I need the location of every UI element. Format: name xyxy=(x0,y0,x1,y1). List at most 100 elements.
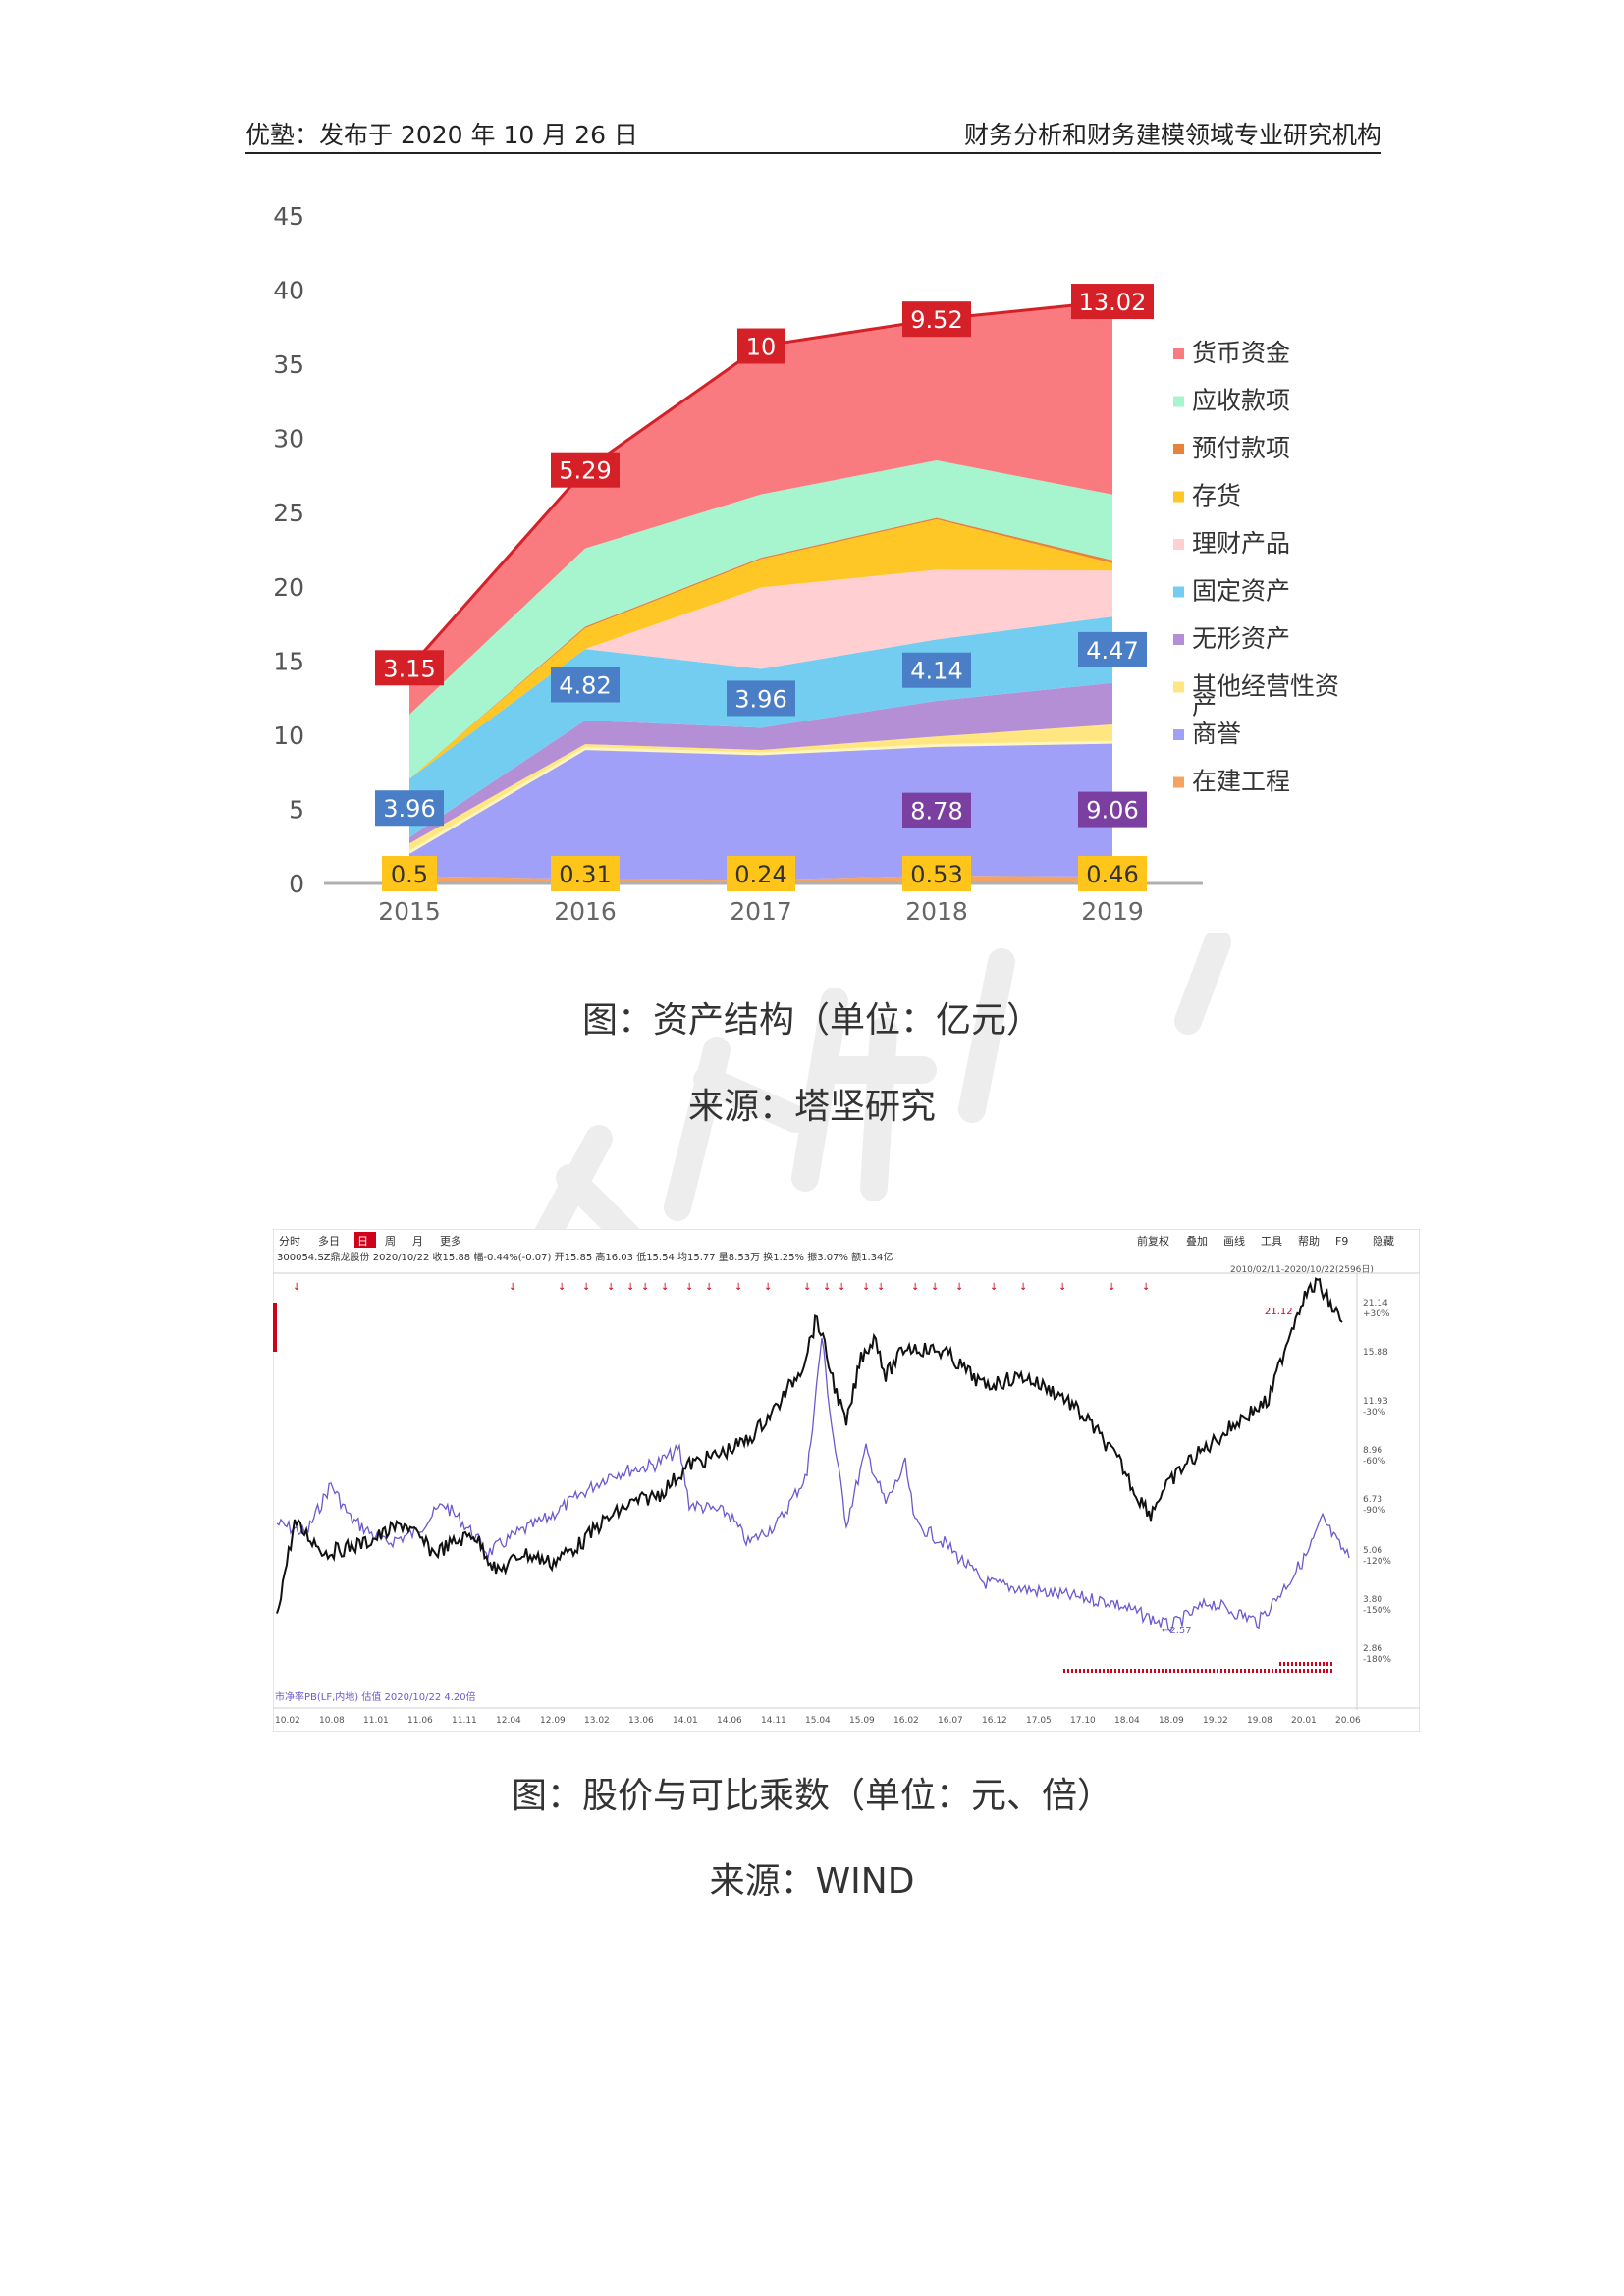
toolbar-button[interactable]: 画线 xyxy=(1223,1234,1245,1248)
low-annotation: ←2.57 xyxy=(1162,1626,1192,1636)
event-marker: ↓ xyxy=(764,1282,772,1293)
data-label: 0.24 xyxy=(734,861,786,888)
data-label-box xyxy=(551,856,620,891)
legend-label-wrap: 产 xyxy=(1192,692,1217,721)
event-marker: ↓ xyxy=(705,1282,713,1293)
event-marker: ↓ xyxy=(803,1282,811,1293)
toolbar-button[interactable]: 隐藏 xyxy=(1373,1235,1394,1248)
toolbar-tab[interactable]: 月 xyxy=(412,1235,423,1248)
x-axis-label: 14.06 xyxy=(717,1716,742,1726)
event-marker: ↓ xyxy=(931,1282,939,1293)
x-axis-label: 15.09 xyxy=(849,1716,875,1726)
x-axis-label: 14.11 xyxy=(761,1716,786,1726)
legend-label: 应收款项 xyxy=(1192,387,1290,415)
legend-label: 预付款项 xyxy=(1192,434,1290,462)
data-label: 4.47 xyxy=(1086,637,1138,665)
event-marker: ↓ xyxy=(911,1282,919,1293)
right-axis-label: 6.73 xyxy=(1363,1495,1382,1505)
toolbar-tab[interactable]: 日 xyxy=(357,1235,368,1248)
toolbar-tab[interactable]: 更多 xyxy=(440,1234,461,1248)
legend-swatch xyxy=(1173,396,1184,407)
area-无形资产 xyxy=(409,682,1112,844)
y-tick-label: 0 xyxy=(289,870,304,898)
legend-label: 存货 xyxy=(1192,482,1241,510)
event-marker: ↓ xyxy=(558,1282,566,1293)
x-axis-label: 13.06 xyxy=(628,1716,654,1726)
area-应收款项 xyxy=(409,460,1112,779)
x-axis-label: 18.04 xyxy=(1114,1716,1140,1726)
event-marker: ↓ xyxy=(990,1282,998,1293)
right-axis-label: 15.88 xyxy=(1363,1348,1388,1358)
legend-swatch xyxy=(1173,444,1184,454)
x-axis-label: 12.04 xyxy=(496,1716,521,1726)
toolbar-tab[interactable]: 分时 xyxy=(279,1235,300,1248)
y-tick-label: 10 xyxy=(273,721,304,750)
goodwill-top-line xyxy=(408,740,1113,854)
y-tick-label: 15 xyxy=(273,647,304,675)
event-marker: ↓ xyxy=(955,1282,963,1293)
data-label-box xyxy=(727,680,795,717)
y-tick-label: 30 xyxy=(273,425,304,454)
event-marker: ↓ xyxy=(685,1282,693,1293)
area-商誉 xyxy=(409,742,1112,881)
header-rule xyxy=(245,152,1381,154)
legend-swatch xyxy=(1173,681,1184,693)
x-axis-label: 17.10 xyxy=(1070,1716,1096,1726)
data-label: 0.5 xyxy=(391,861,428,888)
toolbar-button[interactable]: 帮助 xyxy=(1298,1234,1320,1248)
legend-label: 无形资产 xyxy=(1192,624,1290,653)
event-marker: ↓ xyxy=(582,1282,590,1293)
data-label-box xyxy=(375,650,444,686)
right-axis-label: 2.86 xyxy=(1363,1644,1382,1654)
legend-swatch xyxy=(1173,491,1184,503)
info-line: 300054.SZ鼎龙股份 2020/10/22 收15.88 幅-0.44%(… xyxy=(277,1251,893,1263)
right-axis-pct: -60% xyxy=(1363,1457,1386,1467)
legend-label: 商誉 xyxy=(1192,720,1241,748)
data-label: 8.78 xyxy=(910,798,962,826)
y-tick-label: 25 xyxy=(273,499,304,527)
data-label: 3.15 xyxy=(383,655,435,682)
header-left: 优塾：发布于 2020 年 10 月 26 日 xyxy=(245,121,638,149)
tab-day-bg xyxy=(354,1232,376,1248)
right-axis-pct: -180% xyxy=(1363,1655,1391,1665)
toolbar-button[interactable]: F9 xyxy=(1335,1235,1348,1248)
data-label-box xyxy=(1078,856,1147,891)
event-marker: ↓ xyxy=(1019,1282,1027,1293)
toolbar-button[interactable]: 前复权 xyxy=(1137,1234,1169,1248)
legend-swatch xyxy=(1173,539,1184,550)
x-axis-label: 11.01 xyxy=(363,1716,389,1726)
pb-line xyxy=(276,1337,1350,1633)
data-label-box xyxy=(727,856,795,891)
x-axis-label: 20.01 xyxy=(1291,1716,1317,1726)
x-axis-label: 10.08 xyxy=(319,1716,345,1726)
figure1-source: 来源：塔坚研究 xyxy=(687,1087,936,1127)
figure1-caption: 图：资产结构（单位：亿元） xyxy=(581,1000,1042,1041)
legend-swatch xyxy=(1173,729,1184,740)
toolbar-button[interactable]: 叠加 xyxy=(1186,1235,1208,1248)
x-axis-label: 17.05 xyxy=(1026,1716,1052,1726)
toolbar-tab[interactable]: 周 xyxy=(385,1235,396,1248)
toolbar-tab[interactable]: 多日 xyxy=(318,1234,340,1248)
area-其他经营性资产 xyxy=(409,724,1112,853)
data-label: 10 xyxy=(746,334,777,361)
data-label: 5.29 xyxy=(559,457,611,485)
toolbar-button[interactable]: 工具 xyxy=(1261,1235,1282,1248)
right-axis-pct: -90% xyxy=(1363,1506,1386,1516)
figure2-source: 来源：WIND xyxy=(709,1861,915,1901)
price-line xyxy=(276,1277,1343,1614)
x-axis-label: 14.01 xyxy=(673,1716,698,1726)
event-marker: ↓ xyxy=(293,1282,300,1293)
x-axis-label: 11.06 xyxy=(407,1716,433,1726)
event-marker: ↓ xyxy=(1108,1282,1115,1293)
event-marker: ↓ xyxy=(877,1282,885,1293)
right-axis-label: 11.93 xyxy=(1363,1397,1388,1407)
high-annotation: 21.12 xyxy=(1265,1307,1293,1317)
right-axis-label: 21.14 xyxy=(1363,1299,1388,1308)
y-tick-label: 35 xyxy=(273,350,304,379)
event-marker: ↓ xyxy=(823,1282,831,1293)
data-label: 4.82 xyxy=(559,672,611,700)
legend-label: 货币资金 xyxy=(1192,339,1290,367)
legend-label: 在建工程 xyxy=(1192,768,1290,796)
header-right: 财务分析和财务建模领域专业研究机构 xyxy=(963,121,1381,149)
